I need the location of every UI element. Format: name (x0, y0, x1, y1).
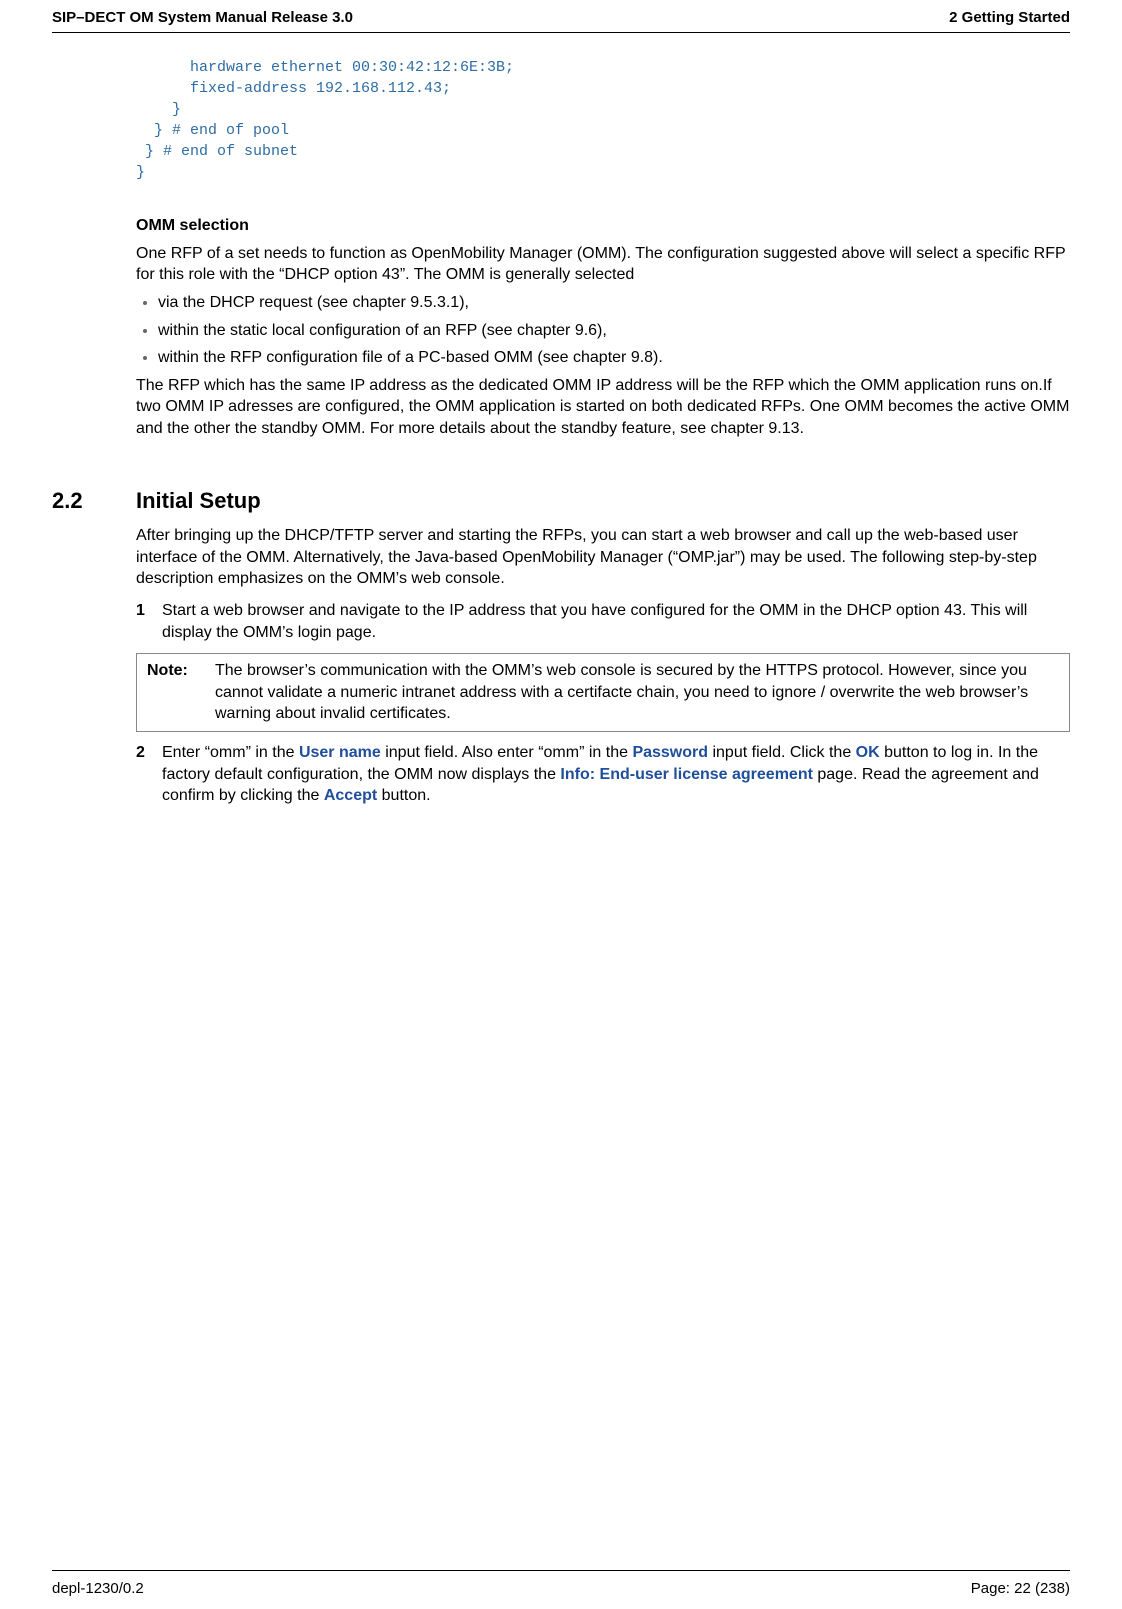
page-footer: depl-1230/0.2 Page: 22 (238) (52, 1575, 1070, 1609)
header-right: 2 Getting Started (949, 8, 1070, 28)
paragraph: After bringing up the DHCP/TFTP server a… (136, 525, 1070, 590)
footer-right: Page: 22 (238) (971, 1579, 1070, 1599)
note-label: Note: (147, 660, 215, 725)
paragraph: The RFP which has the same IP address as… (136, 375, 1070, 440)
code-line: } (136, 101, 181, 118)
note-box: Note: The browser’s communication with t… (136, 653, 1070, 732)
step-text: Start a web browser and navigate to the … (162, 600, 1070, 643)
paragraph: One RFP of a set needs to function as Op… (136, 243, 1070, 286)
list-item: within the RFP configuration file of a P… (158, 347, 1070, 369)
code-line: fixed-address 192.168.112.43; (136, 80, 451, 97)
list-item: 1 Start a web browser and navigate to th… (136, 600, 1070, 643)
note-text: The browser’s communication with the OMM… (215, 660, 1059, 725)
page-header: SIP–DECT OM System Manual Release 3.0 2 … (52, 0, 1070, 32)
numbered-list: 1 Start a web browser and navigate to th… (136, 600, 1070, 643)
numbered-list: 2 Enter “omm” in the User name input fie… (136, 742, 1070, 807)
step-text: Enter “omm” in the User name input field… (162, 742, 1070, 807)
step-number: 2 (136, 742, 162, 807)
section-heading-row: 2.2 Initial Setup (52, 486, 1070, 516)
footer-left: depl-1230/0.2 (52, 1579, 144, 1599)
bullet-list: via the DHCP request (see chapter 9.5.3.… (136, 292, 1070, 369)
code-line: } # end of pool (136, 122, 289, 139)
text-run: button. (377, 787, 430, 804)
text-run: input field. Also enter “omm” in the (381, 744, 633, 761)
text-run: Enter “omm” in the (162, 744, 299, 761)
section-heading: Initial Setup (136, 486, 261, 516)
code-line: } # end of subnet (136, 143, 298, 160)
page: SIP–DECT OM System Manual Release 3.0 2 … (0, 0, 1122, 1609)
content-area: hardware ethernet 00:30:42:12:6E:3B; fix… (52, 51, 1070, 1552)
header-left: SIP–DECT OM System Manual Release 3.0 (52, 8, 353, 28)
step-number: 1 (136, 600, 162, 643)
footer-rule (52, 1570, 1070, 1571)
button-name-ok: OK (856, 744, 880, 761)
page-name-info: Info: End-user license agreement (560, 766, 813, 783)
field-name-password: Password (632, 744, 708, 761)
code-line: hardware ethernet 00:30:42:12:6E:3B; (136, 59, 514, 76)
text-run: input field. Click the (708, 744, 856, 761)
list-item: 2 Enter “omm” in the User name input fie… (136, 742, 1070, 807)
button-name-accept: Accept (324, 787, 377, 804)
code-line: } (136, 164, 145, 181)
list-item: within the static local configuration of… (158, 320, 1070, 342)
subheading-omm-selection: OMM selection (136, 215, 1070, 237)
header-rule (52, 32, 1070, 33)
list-item: via the DHCP request (see chapter 9.5.3.… (158, 292, 1070, 314)
code-block: hardware ethernet 00:30:42:12:6E:3B; fix… (136, 57, 1070, 183)
field-name-username: User name (299, 744, 381, 761)
section-number: 2.2 (52, 486, 136, 516)
